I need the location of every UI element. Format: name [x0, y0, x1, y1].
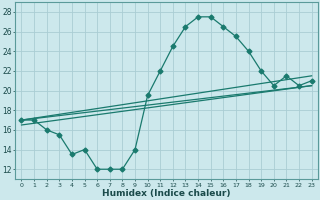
X-axis label: Humidex (Indice chaleur): Humidex (Indice chaleur)	[102, 189, 231, 198]
